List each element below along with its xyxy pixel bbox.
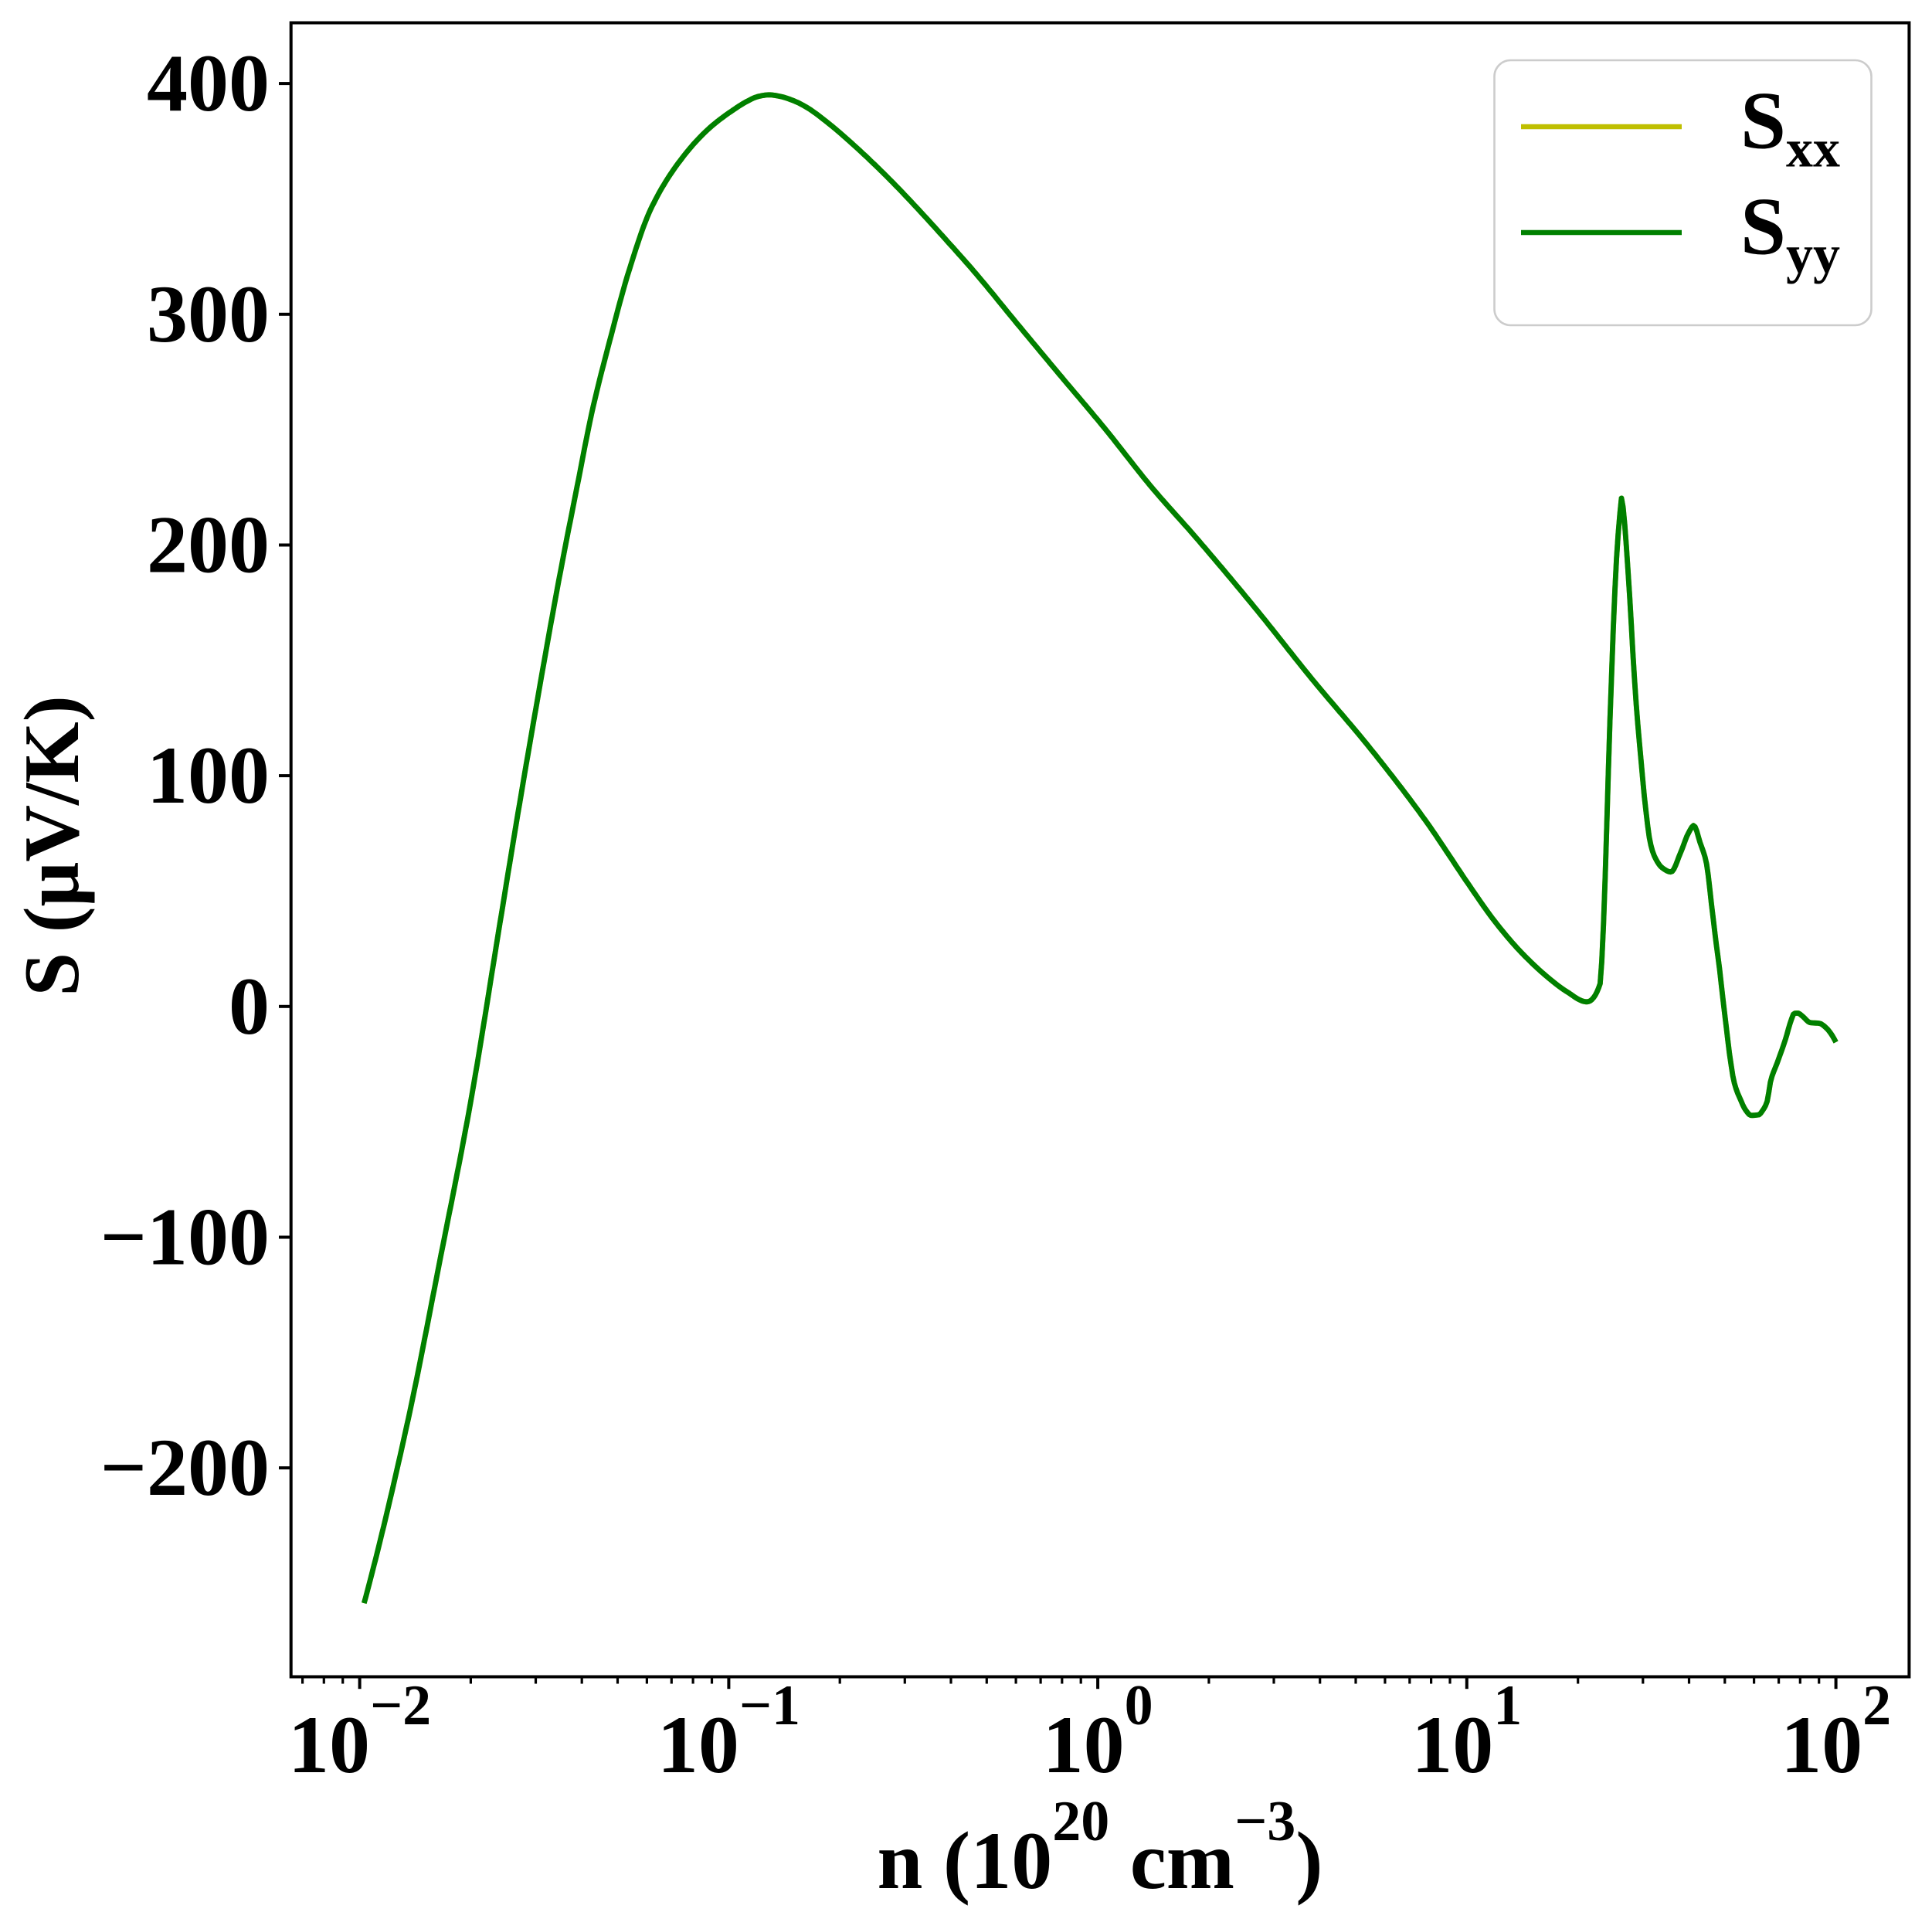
svg-text:400: 400 (147, 38, 270, 128)
svg-text:S (μV/K): S (μV/K) (8, 695, 96, 996)
svg-text:0: 0 (229, 961, 270, 1051)
svg-text:300: 300 (147, 269, 270, 359)
svg-text:−200: −200 (100, 1422, 270, 1513)
svg-text:100: 100 (147, 730, 270, 820)
svg-text:200: 200 (147, 500, 270, 590)
svg-text:−100: −100 (100, 1192, 270, 1282)
